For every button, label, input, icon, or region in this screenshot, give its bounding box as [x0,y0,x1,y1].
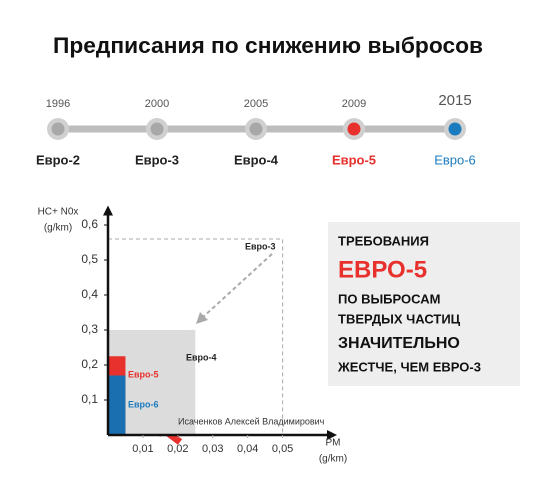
callout-box [328,222,520,386]
y-tick-label: 0,1 [81,392,98,406]
callout-line: ЖЕСТЧЕ, ЧЕМ ЕВРО-3 [337,359,481,374]
callout-line: ЕВРО-5 [338,256,427,283]
y-tick-label: 0,2 [81,357,98,371]
timeline-label: Евро-5 [332,152,376,167]
timeline-dot [249,122,263,136]
timeline-label: Евро-2 [36,152,80,167]
region-label: Евро-5 [128,369,159,379]
x-tick-label: 0,01 [132,443,153,455]
timeline-dot [448,122,462,136]
y-axis-arrow [103,205,113,216]
x-axis-label: PM [326,438,341,449]
y-tick-label: 0,4 [81,287,98,301]
callout-line: ЗНАЧИТЕЛЬНО [338,335,460,352]
x-axis-label: (g/km) [319,454,347,465]
timeline-label: Евро-6 [434,152,476,167]
region [108,375,126,435]
region-label: Евро-3 [245,241,276,251]
timeline-year: 2000 [145,98,169,110]
watermark: Исаченков Алексей Владимирович [178,416,325,426]
x-tick-label: 0,03 [202,443,223,455]
y-tick-label: 0,3 [81,322,98,336]
y-axis-label: (g/km) [44,223,72,234]
x-tick-label: 0,04 [237,443,258,455]
timeline-label: Евро-4 [234,152,279,167]
x-axis-arrow [327,430,337,440]
timeline-year: 2009 [342,98,366,110]
region-label: Евро-4 [186,352,217,362]
timeline-dot [347,122,361,136]
timeline-label: Евро-3 [135,152,179,167]
callout-line: ТВЕРДЫХ ЧАСТИЦ [338,311,461,326]
timeline-year: 2015 [438,92,471,109]
title: Предписания по снижению выбросов [53,33,483,58]
timeline-year: 1996 [46,98,70,110]
y-tick-label: 0,5 [81,252,98,266]
callout-line: ПО ВЫБРОСАМ [338,291,440,306]
arrow-head [196,312,208,324]
timeline-dot [150,122,164,136]
x-tick-label: 0,02 [167,443,188,455]
y-axis-label: HC+ N0x [38,207,79,218]
arrow [201,253,273,319]
x-tick-label: 0,05 [272,443,293,455]
timeline-year: 2005 [244,98,268,110]
y-tick-label: 0,6 [81,217,98,231]
region-label: Евро-6 [128,399,159,409]
timeline-dot [51,122,65,136]
callout-line: ТРЕБОВАНИЯ [338,233,429,248]
